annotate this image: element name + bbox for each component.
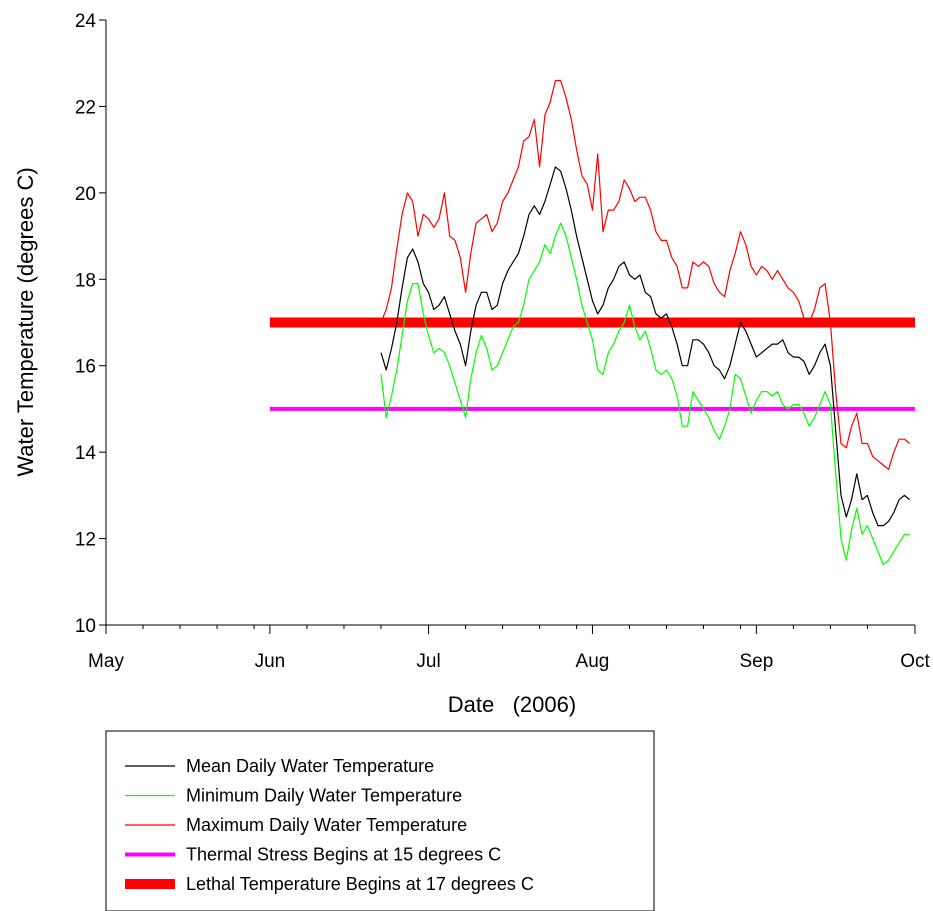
legend-label: Thermal Stress Begins at 15 degrees C	[186, 845, 501, 865]
legend-label: Lethal Temperature Begins at 17 degrees …	[186, 874, 534, 894]
series-line-2	[380, 79, 911, 470]
y-tick-label: 20	[75, 184, 96, 205]
series-line-1	[380, 222, 910, 566]
legend-box	[105, 730, 655, 911]
y-tick-label: 16	[75, 357, 96, 378]
y-tick-label: 14	[75, 443, 97, 464]
legend-label: Mean Daily Water Temperature	[186, 756, 434, 776]
legend-items: Mean Daily Water Temperature Minimum Dail…	[125, 756, 534, 894]
legend-label: Minimum Daily Water Temperature	[186, 786, 462, 806]
y-tick-label: 22	[75, 97, 96, 118]
x-tick-label: Aug	[576, 651, 610, 672]
x-tick-label: Jun	[255, 651, 286, 672]
y-tick-label: 10	[75, 616, 96, 637]
x-axis-title: Date (2006)	[448, 692, 576, 717]
x-tick-label: Jul	[416, 651, 440, 672]
y-tick-label: 12	[75, 530, 96, 551]
y-axis-title: Water Temperature (degrees C)	[13, 167, 38, 476]
series-line-0	[380, 166, 911, 527]
y-tick-label: 24	[75, 11, 97, 32]
x-tick-label: Oct	[900, 651, 930, 672]
axes	[105, 20, 915, 626]
x-tick-label: Sep	[739, 651, 773, 672]
legend: Mean Daily Water Temperature Minimum Dail…	[105, 730, 655, 911]
x-tick-label: May	[88, 651, 124, 672]
legend-label: Maximum Daily Water Temperature	[186, 815, 467, 835]
plot-area	[269, 79, 915, 566]
y-tick-label: 18	[75, 270, 96, 291]
ticks: 10 12 14 16 18 20 22 24 May Jun Jul Aug Sep Oct	[75, 11, 931, 672]
